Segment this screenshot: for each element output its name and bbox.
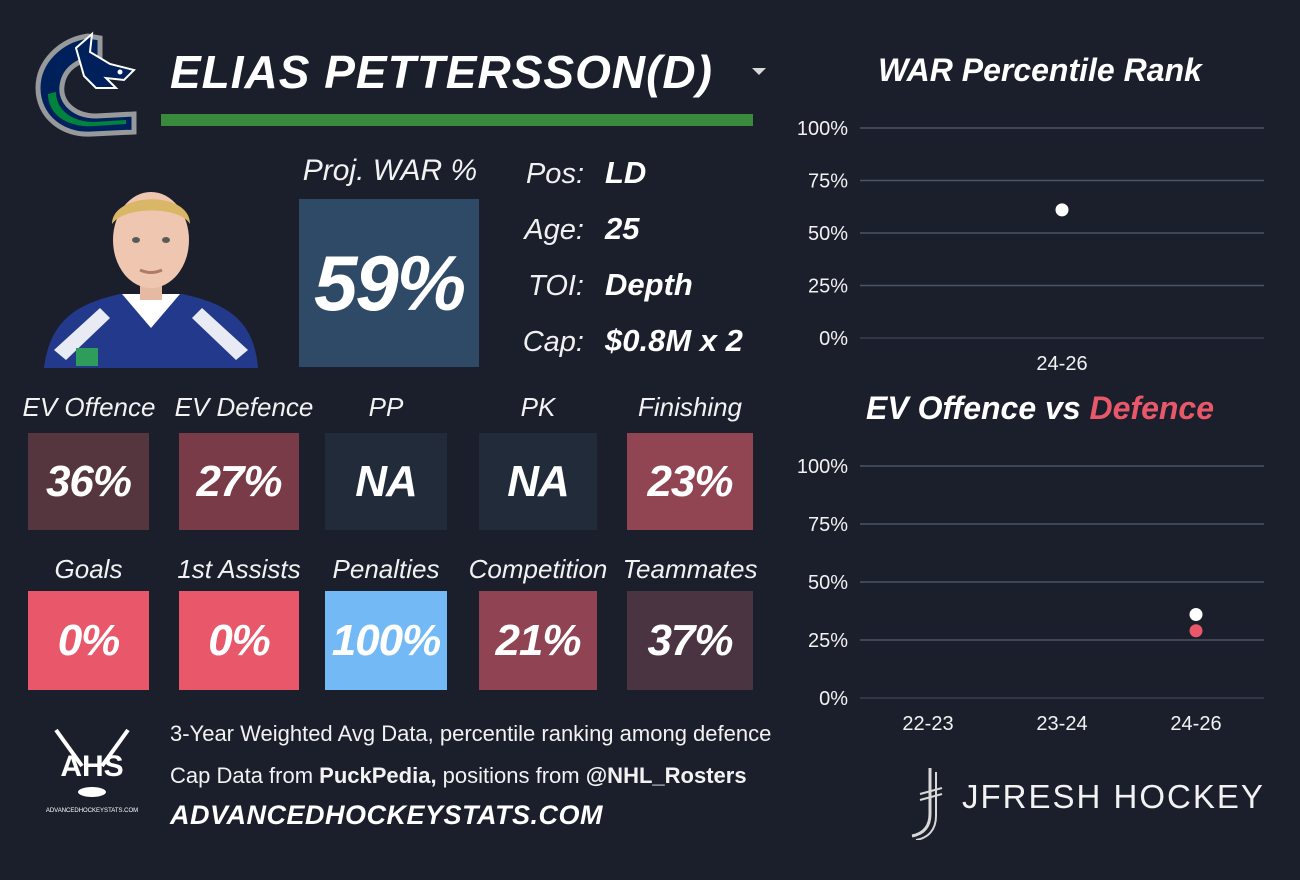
competition-label: Competition <box>468 554 608 584</box>
footer-methodology: 3-Year Weighted Avg Data, percentile ran… <box>170 721 772 746</box>
y-tick-label: 25% <box>808 630 848 652</box>
y-tick-label: 75% <box>808 514 848 536</box>
pos-label: Pos: <box>525 158 584 190</box>
proj-war-value: 59% <box>299 199 479 367</box>
toi-label: TOI: <box>528 270 584 302</box>
teammates-label: Teammates <box>622 554 758 584</box>
y-tick-label: 0% <box>819 328 848 350</box>
teammates-tile: 37% <box>627 591 753 690</box>
cap-value: $0.8M x 2 <box>605 323 743 358</box>
penalties-tile: 100% <box>325 591 447 690</box>
y-tick-label: 25% <box>808 276 848 298</box>
footer-sources-prefix: Cap Data from <box>170 763 320 788</box>
nhl-rosters-link[interactable]: @NHL_Rosters <box>585 763 747 788</box>
penalties-label: Penalties <box>332 554 440 584</box>
site-link[interactable]: ADVANCEDHOCKEYSTATS.COM <box>170 800 604 830</box>
war-chart-title: WAR Percentile Rank <box>878 52 1202 88</box>
ev-chart-title-part1: EV Offence vs <box>865 390 1090 426</box>
x-tick-label: 24-26 <box>1036 353 1087 375</box>
pk-label: PK <box>520 392 556 422</box>
x-tick-label: 23-24 <box>1036 713 1087 735</box>
goals-tile: 0% <box>28 591 149 690</box>
player-name: ELIAS PETTERSSON(D) <box>170 46 713 98</box>
data-point <box>1055 203 1069 217</box>
ahs-logo: AHS ADVANCEDHOCKEYSTATS.COM <box>46 728 138 814</box>
ev-offence-defence-chart: 100% 75% 50% 25% 0% 22-23 23-24 24-26 <box>797 456 1264 735</box>
footer-sources: Cap Data from PuckPedia, positions from … <box>170 763 747 789</box>
pk-tile: NA <box>479 433 597 530</box>
goals-label: Goals <box>54 554 123 584</box>
first-assists-tile: 0% <box>179 591 299 690</box>
y-tick-label: 50% <box>808 223 848 245</box>
pos-value: LD <box>605 155 647 190</box>
ev-offence-tile: 36% <box>28 433 149 530</box>
cap-label: Cap: <box>522 326 584 358</box>
competition-tile: 21% <box>479 591 597 690</box>
jfresh-brand: JFRESH HOCKEY <box>962 778 1265 815</box>
chevron-down-icon[interactable] <box>750 64 768 78</box>
ev-chart-title-part2: Defence <box>1089 390 1215 426</box>
pp-tile: NA <box>325 433 447 530</box>
data-point <box>1189 607 1203 621</box>
jfresh-logo <box>911 768 943 840</box>
age-label: Age: <box>524 214 584 246</box>
y-tick-label: 100% <box>797 456 848 478</box>
finishing-tile: 23% <box>627 433 753 530</box>
y-tick-label: 100% <box>797 118 848 140</box>
x-tick-label: 24-26 <box>1170 713 1221 735</box>
name-underline-bar <box>161 114 753 126</box>
war-percentile-chart: 100% 75% 50% 25% 0% 24-26 <box>797 118 1264 375</box>
puckpedia-link[interactable]: PuckPedia, <box>319 763 437 788</box>
ahs-logo-subtext: ADVANCEDHOCKEYSTATS.COM <box>46 808 138 814</box>
ev-defence-tile: 27% <box>179 433 299 530</box>
footer-sources-middle: positions from <box>436 763 586 788</box>
team-logo <box>35 31 137 137</box>
y-tick-label: 50% <box>808 572 848 594</box>
ev-defence-label: EV Defence <box>174 392 314 422</box>
first-assists-label: 1st Assists <box>177 554 301 584</box>
y-tick-label: 0% <box>819 688 848 710</box>
ev-chart-title: EV Offence vs Defence <box>820 390 1260 427</box>
pp-label: PP <box>368 392 404 422</box>
proj-war-label: Proj. WAR % <box>302 154 478 187</box>
data-point <box>1189 624 1203 638</box>
player-headshot <box>44 192 258 368</box>
x-tick-label: 22-23 <box>902 713 953 735</box>
finishing-label: Finishing <box>637 392 743 422</box>
ahs-logo-text: AHS <box>60 750 123 783</box>
age-value: 25 <box>605 211 640 246</box>
toi-value: Depth <box>605 267 693 302</box>
ev-offence-label: EV Offence <box>22 392 156 422</box>
y-tick-label: 75% <box>808 171 848 193</box>
